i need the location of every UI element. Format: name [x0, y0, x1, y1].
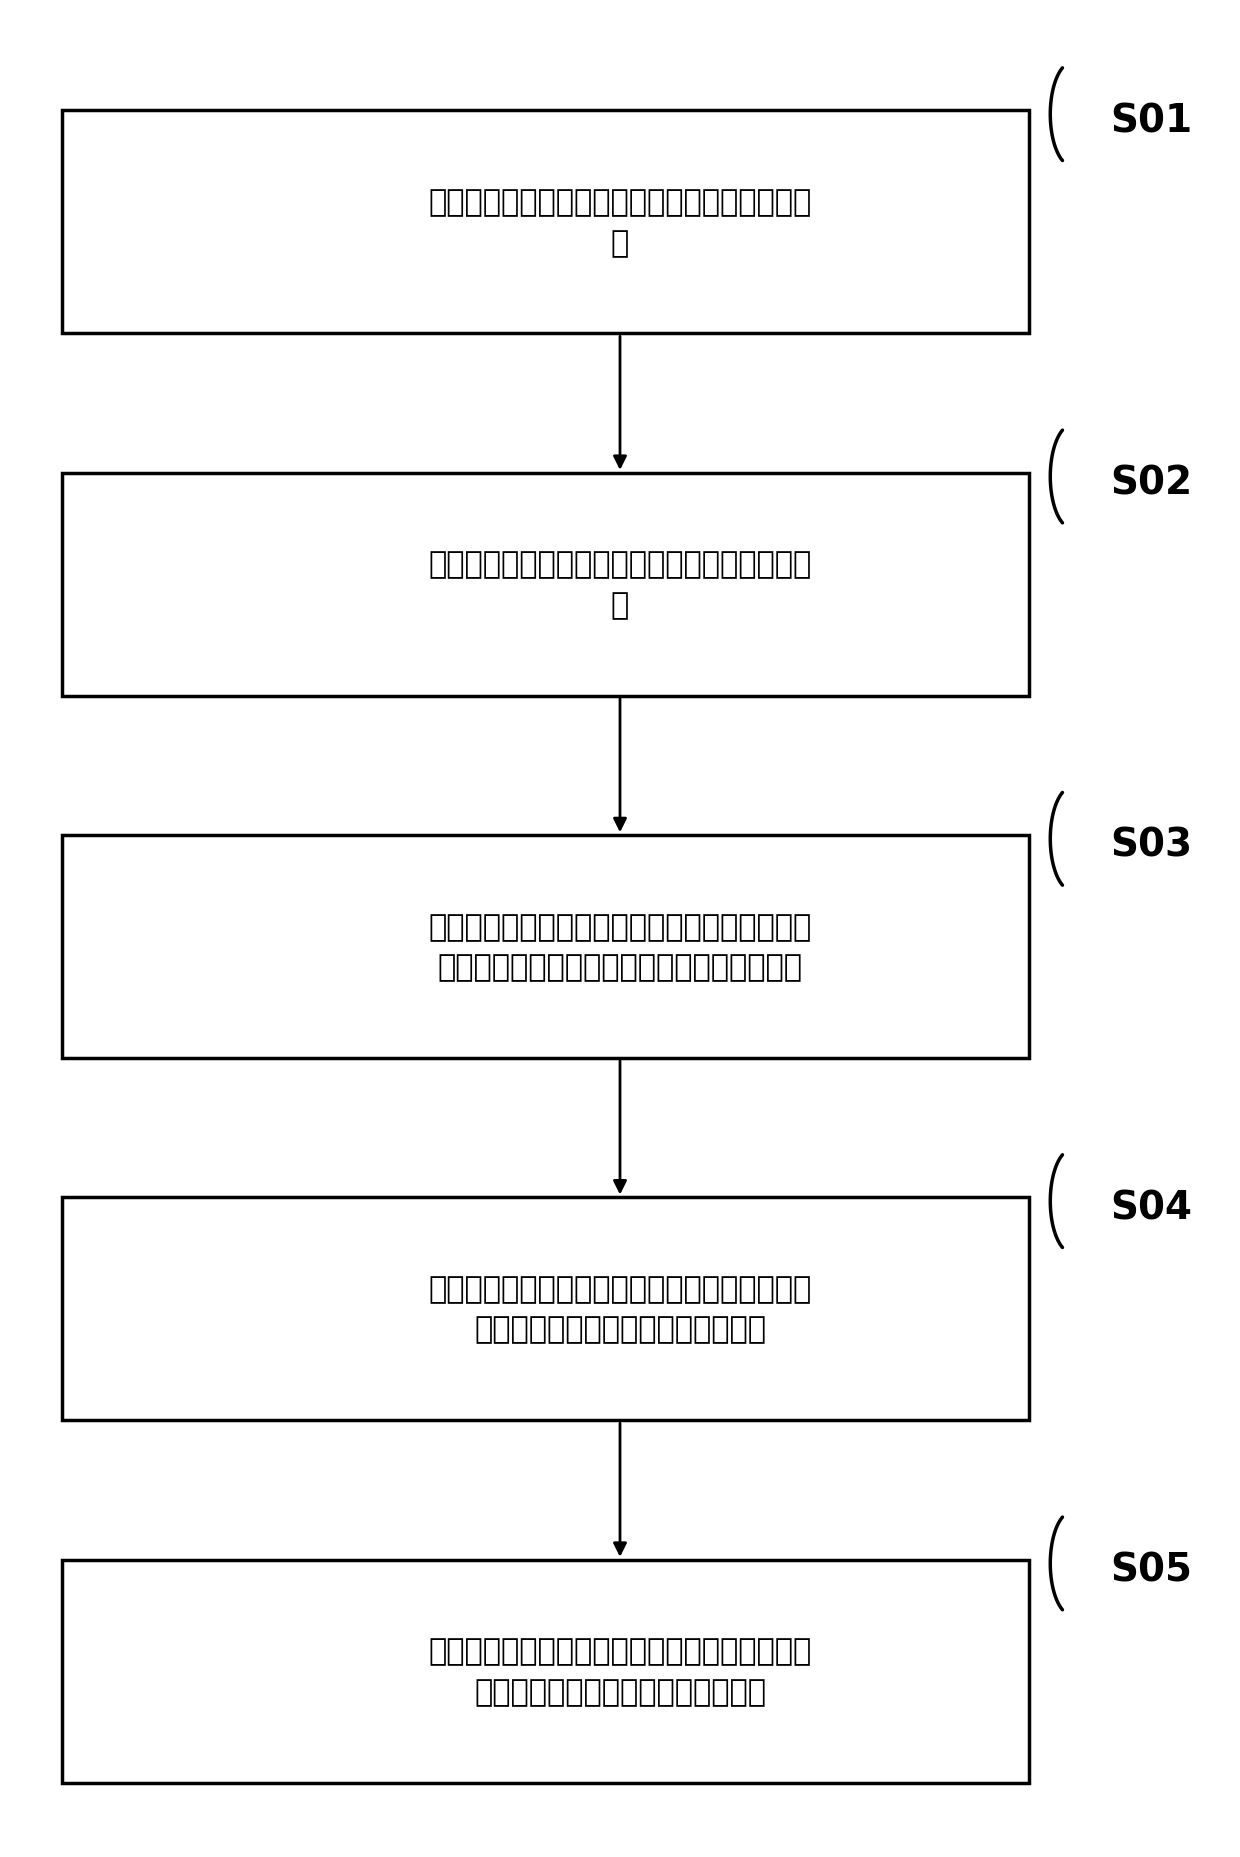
FancyBboxPatch shape: [62, 836, 1029, 1058]
Text: S04: S04: [1110, 1188, 1192, 1226]
Text: 计算被测全血样本中贫富血小板血浆的透光度之
差: 计算被测全血样本中贫富血小板血浆的透光度之 差: [428, 550, 812, 620]
Text: 计算正常全血样本中贫富血小板血浆的透光度之
差: 计算正常全血样本中贫富血小板血浆的透光度之 差: [428, 188, 812, 258]
Text: 根据正常样本的透光度之差和被测样本的透光度
之差，计算被测全血样本的血小板分离度指数: 根据正常样本的透光度之差和被测样本的透光度 之差，计算被测全血样本的血小板分离度…: [428, 912, 812, 982]
FancyBboxPatch shape: [62, 474, 1029, 696]
Text: S01: S01: [1110, 102, 1192, 139]
Text: S03: S03: [1110, 826, 1192, 864]
Text: S05: S05: [1110, 1551, 1192, 1588]
Text: S02: S02: [1110, 464, 1192, 501]
FancyBboxPatch shape: [62, 1198, 1029, 1421]
Text: 选取被测全血样本中的富血小板血浆，根据透光
度计算富血小板血浆的血小板聚集率: 选取被测全血样本中的富血小板血浆，根据透光 度计算富血小板血浆的血小板聚集率: [428, 1274, 812, 1344]
Text: 根据计算出来被测样本的血小板分离度指数，判
定计算得出的血小板聚集率是否准确: 根据计算出来被测样本的血小板分离度指数，判 定计算得出的血小板聚集率是否准确: [428, 1636, 812, 1707]
FancyBboxPatch shape: [62, 1560, 1029, 1783]
FancyBboxPatch shape: [62, 111, 1029, 334]
